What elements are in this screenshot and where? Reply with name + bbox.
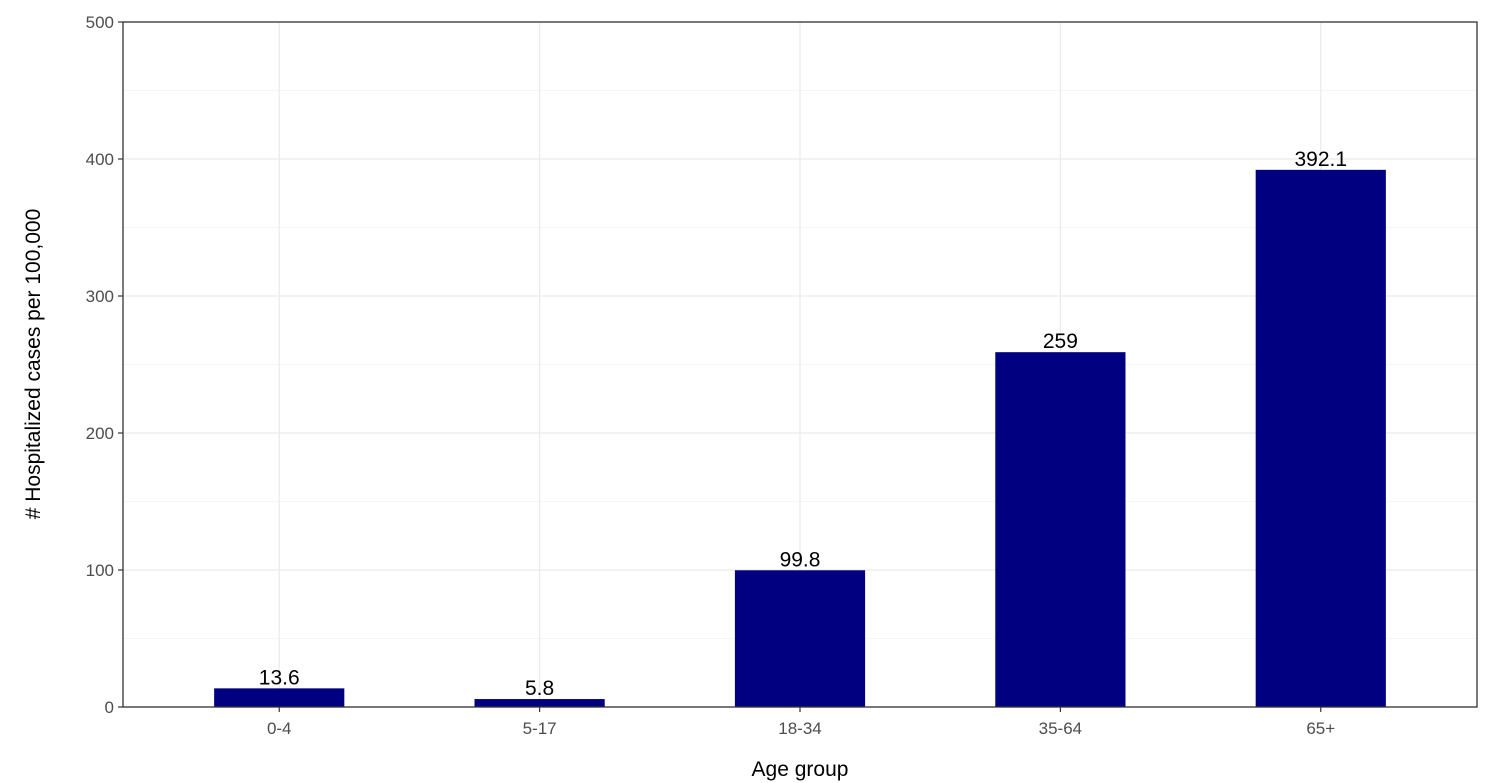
bar-65+ bbox=[1255, 169, 1386, 707]
y-tick-label: 500 bbox=[86, 13, 114, 32]
value-label: 13.6 bbox=[259, 666, 300, 689]
value-label: 259 bbox=[1043, 330, 1078, 353]
x-axis: 0-4 5-17 18-34 35-64 65+ bbox=[267, 707, 1335, 738]
y-axis: 0 100 200 300 400 500 bbox=[86, 13, 123, 717]
x-axis-title: Age group bbox=[752, 758, 849, 781]
x-tick-label: 35-64 bbox=[1039, 719, 1082, 738]
bar-0-4 bbox=[214, 688, 345, 707]
y-tick-label: 100 bbox=[86, 561, 114, 580]
y-tick-label: 400 bbox=[86, 150, 114, 169]
bar-18-34 bbox=[734, 570, 866, 707]
bar-35-64 bbox=[995, 352, 1126, 707]
y-tick-label: 0 bbox=[105, 698, 114, 717]
value-label: 392.1 bbox=[1294, 148, 1347, 171]
x-tick-label: 18-34 bbox=[778, 719, 821, 738]
x-tick-label: 5-17 bbox=[523, 719, 557, 738]
value-label: 5.8 bbox=[525, 677, 554, 700]
x-tick-label: 65+ bbox=[1306, 719, 1335, 738]
y-tick-label: 200 bbox=[86, 424, 114, 443]
y-axis-title: # Hospitalized cases per 100,000 bbox=[22, 209, 45, 520]
y-tick-label: 300 bbox=[86, 287, 114, 306]
x-tick-label: 0-4 bbox=[267, 719, 292, 738]
value-label: 99.8 bbox=[780, 548, 821, 571]
bar-5-17 bbox=[474, 699, 605, 707]
data-labels: 13.6 5.8 99.8 259 392.1 bbox=[259, 148, 1347, 700]
bars bbox=[214, 169, 1386, 707]
